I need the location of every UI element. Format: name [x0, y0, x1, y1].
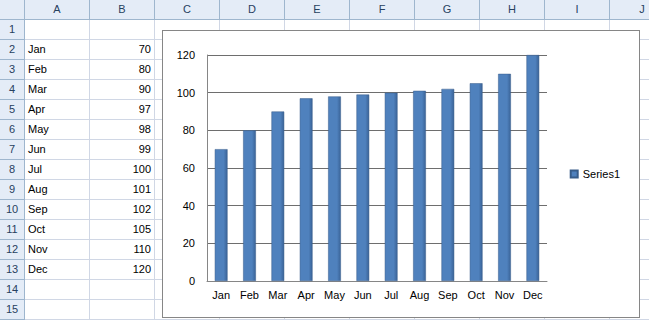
- html-text:105: 105: [132, 223, 151, 235]
- svg-text:100: 100: [177, 87, 195, 99]
- html-text:Apr: Apr: [28, 103, 46, 115]
- svg-text:Series1: Series1: [583, 168, 620, 180]
- svg-text:60: 60: [183, 162, 195, 174]
- svg-text:80: 80: [183, 124, 195, 136]
- html-text:Oct: Oct: [28, 223, 46, 235]
- html-text:J: J: [639, 3, 645, 15]
- svg-text:Jul: Jul: [384, 289, 398, 301]
- html-text:May: May: [28, 123, 49, 135]
- html-text:70: 70: [138, 43, 151, 55]
- svg-text:0: 0: [189, 275, 195, 287]
- html-text:4: 4: [8, 83, 16, 95]
- html-text:7: 7: [8, 143, 16, 155]
- svg-text:Sep: Sep: [438, 289, 458, 301]
- svg-text:May: May: [324, 289, 345, 301]
- svg-text:Mar: Mar: [268, 289, 287, 301]
- html-text:Aug: Aug: [28, 183, 48, 195]
- html-text:G: G: [442, 3, 452, 15]
- html-text:5: 5: [8, 103, 16, 115]
- html-text:Nov: Nov: [28, 243, 48, 255]
- html-text:80: 80: [138, 63, 151, 75]
- html-text:Jul: Jul: [28, 163, 43, 175]
- html-text:98: 98: [138, 123, 151, 135]
- html-text:102: 102: [132, 203, 151, 215]
- html-text:6: 6: [8, 123, 16, 135]
- html-text:2: 2: [8, 43, 16, 55]
- svg-text:Jan: Jan: [212, 289, 230, 301]
- html-text:D: D: [248, 3, 256, 15]
- html-text:97: 97: [138, 103, 151, 115]
- html-text:Feb: Feb: [28, 63, 47, 75]
- html-text:90: 90: [138, 83, 151, 95]
- html-text:C: C: [183, 3, 191, 15]
- html-text:14: 14: [5, 283, 19, 295]
- html-text:I: I: [575, 3, 579, 15]
- html-text:H: H: [508, 3, 516, 15]
- html-text:12: 12: [5, 243, 19, 255]
- html-text:Mar: Mar: [28, 83, 47, 95]
- html-text:A: A: [53, 3, 61, 15]
- html-text:101: 101: [132, 183, 151, 195]
- html-text:99: 99: [138, 143, 151, 155]
- html-text:9: 9: [8, 183, 16, 195]
- html-text:110: 110: [133, 243, 151, 255]
- svg-text:Feb: Feb: [240, 289, 259, 301]
- html-text:Sep: Sep: [28, 203, 48, 215]
- svg-text:20: 20: [183, 237, 195, 249]
- html-text:3: 3: [8, 63, 16, 75]
- html-text:B: B: [118, 3, 126, 15]
- html-text:Jun: Jun: [28, 143, 46, 155]
- html-text:120: 120: [132, 263, 151, 275]
- html-text:8: 8: [8, 163, 16, 175]
- html-text:11: 11: [6, 223, 18, 235]
- svg-text:Oct: Oct: [468, 289, 485, 301]
- html-text:15: 15: [5, 303, 19, 315]
- svg-text:40: 40: [183, 200, 195, 212]
- svg-text:Aug: Aug: [410, 289, 430, 301]
- html-text:13: 13: [5, 263, 19, 275]
- svg-text:Nov: Nov: [495, 289, 515, 301]
- html-text:10: 10: [5, 203, 19, 215]
- svg-text:Apr: Apr: [298, 289, 315, 301]
- html-text:100: 100: [132, 163, 151, 175]
- html-text:Dec: Dec: [28, 263, 48, 275]
- svg-text:Dec: Dec: [523, 289, 543, 301]
- html-text:Jan: Jan: [28, 43, 46, 55]
- svg-text:120: 120: [177, 49, 195, 61]
- svg-text:Jun: Jun: [354, 289, 372, 301]
- html-text:F: F: [378, 3, 386, 15]
- html-text:E: E: [313, 3, 321, 15]
- html-text:1: 1: [8, 23, 16, 35]
